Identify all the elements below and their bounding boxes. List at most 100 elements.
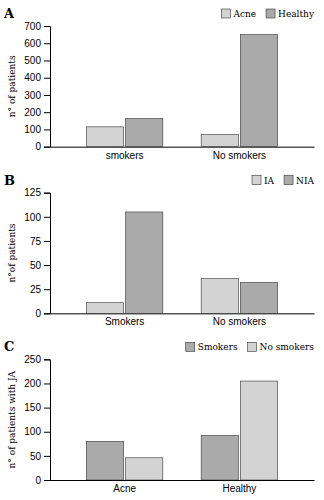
legend: Smokers No smokers [186, 342, 315, 352]
y-tick-label: 75 [30, 236, 42, 247]
y-tick: 400 [24, 72, 50, 83]
figure: 0100200300400500600700smokersNo smokersn… [0, 0, 324, 500]
y-axis-label: n° of patients [7, 55, 17, 117]
y-tick: 200 [24, 107, 50, 118]
y-tick: 150 [24, 402, 50, 413]
bar [86, 127, 123, 147]
y-tick-mark [44, 480, 50, 481]
bar [126, 458, 163, 480]
y-tick: 50 [30, 260, 50, 271]
y-tick-label: 200 [24, 107, 41, 118]
y-tick-mark [44, 408, 50, 409]
legend-swatch [221, 9, 230, 18]
y-tick: 75 [30, 236, 50, 247]
bar [126, 119, 163, 147]
plot-area: 0 50 100 150 200 250 Acne Healthy n° of patients… [7, 354, 315, 494]
y-tick-mark [44, 241, 50, 242]
x-tick: Acne [113, 483, 136, 494]
y-axis-line [44, 27, 51, 148]
bar [126, 212, 163, 313]
x-axis: Acne Healthy [51, 481, 315, 495]
y-tick-label: 400 [24, 72, 41, 83]
y-tick-mark [44, 129, 50, 130]
legend-label: Healthy [278, 9, 315, 19]
y-tick-label: 500 [24, 55, 41, 66]
legend-swatch [284, 176, 293, 185]
y-tick: 600 [24, 38, 50, 49]
legend-item: Healthy [266, 9, 315, 19]
bar [240, 282, 277, 313]
x-tick: Healthy [222, 483, 256, 494]
x-tick-label: smokers [106, 150, 144, 161]
bar [201, 436, 238, 480]
legend-label: NIA [296, 176, 314, 186]
y-tick: 100 [24, 426, 50, 437]
y-tick-label: 50 [30, 451, 42, 462]
y-tick-mark [44, 112, 50, 113]
y-tick-label: 300 [24, 90, 41, 101]
x-tick-label: No smokers [213, 150, 266, 161]
plot-area: 0255075100125SmokersNo smokersn°of patie… [7, 187, 315, 327]
x-axis-line [51, 147, 315, 148]
y-tick-label: 0 [35, 308, 41, 319]
y-axis: 0 50 100 150 200 250 [24, 354, 50, 486]
legend: IANIA [252, 176, 314, 186]
y-tick-mark [44, 95, 50, 96]
y-axis: 0255075100125 [24, 187, 50, 319]
bars [86, 35, 277, 147]
x-tick-label: Healthy [222, 483, 256, 494]
y-tick-label: 25 [30, 284, 42, 295]
y-axis-line [44, 193, 51, 314]
y-tick: 300 [24, 90, 50, 101]
y-tick-label: 700 [24, 21, 41, 32]
y-tick-label: 100 [24, 212, 41, 223]
y-tick-mark [44, 359, 50, 360]
y-tick-mark [44, 313, 50, 314]
bars [86, 212, 277, 313]
y-tick-mark [44, 147, 50, 148]
y-tick-label: 200 [24, 378, 41, 389]
y-tick-label: 100 [24, 124, 41, 135]
y-axis-label: n° of patients with JA [7, 370, 17, 468]
x-tick-label: Smokers [105, 316, 144, 327]
legend-label: Smokers [198, 342, 238, 352]
y-tick: 50 [30, 451, 50, 462]
x-axis: smokers No smokers [51, 147, 315, 161]
legend-swatch [248, 342, 257, 351]
y-tick-label: 100 [24, 426, 41, 437]
y-tick-mark [44, 43, 50, 44]
y-tick: 250 [24, 354, 50, 365]
panel: 0 50 100 150 200 250 Acne Healthy n° of patients… [4, 339, 315, 494]
x-tick: smokers [106, 150, 144, 161]
y-tick-label: 50 [30, 260, 42, 271]
legend-label: No smokers [260, 342, 315, 352]
x-axis-line [51, 313, 315, 314]
y-tick-label: 0 [35, 475, 41, 486]
y-tick: 0 [35, 475, 50, 486]
bars [86, 381, 277, 480]
legend-swatch [252, 176, 261, 185]
legend-item: Smokers [186, 342, 238, 352]
legend-item: Acne [221, 9, 256, 19]
y-tick-mark [44, 456, 50, 457]
bar [86, 441, 123, 480]
y-tick: 500 [24, 55, 50, 66]
y-tick-mark [44, 217, 50, 218]
y-tick: 25 [30, 284, 50, 295]
y-tick: 0 [35, 141, 50, 152]
y-tick-label: 250 [24, 354, 41, 365]
x-axis: Smokers No smokers [51, 314, 315, 328]
y-tick-mark [44, 60, 50, 61]
y-tick: 100 [24, 212, 50, 223]
panel: 0 100 200 300 400 500 600 700 smokers No smokers n… [3, 6, 315, 161]
y-tick-mark [44, 26, 50, 27]
y-axis-line [44, 360, 51, 481]
panel-label: B [4, 173, 15, 188]
bar [240, 381, 277, 480]
x-axis-line [51, 480, 315, 481]
x-tick: No smokers [213, 316, 266, 327]
y-tick: 700 [24, 21, 50, 32]
legend-swatch [186, 342, 195, 351]
legend-swatch [266, 9, 275, 18]
y-axis: 0 100 200 300 400 500 600 700 [24, 21, 50, 153]
